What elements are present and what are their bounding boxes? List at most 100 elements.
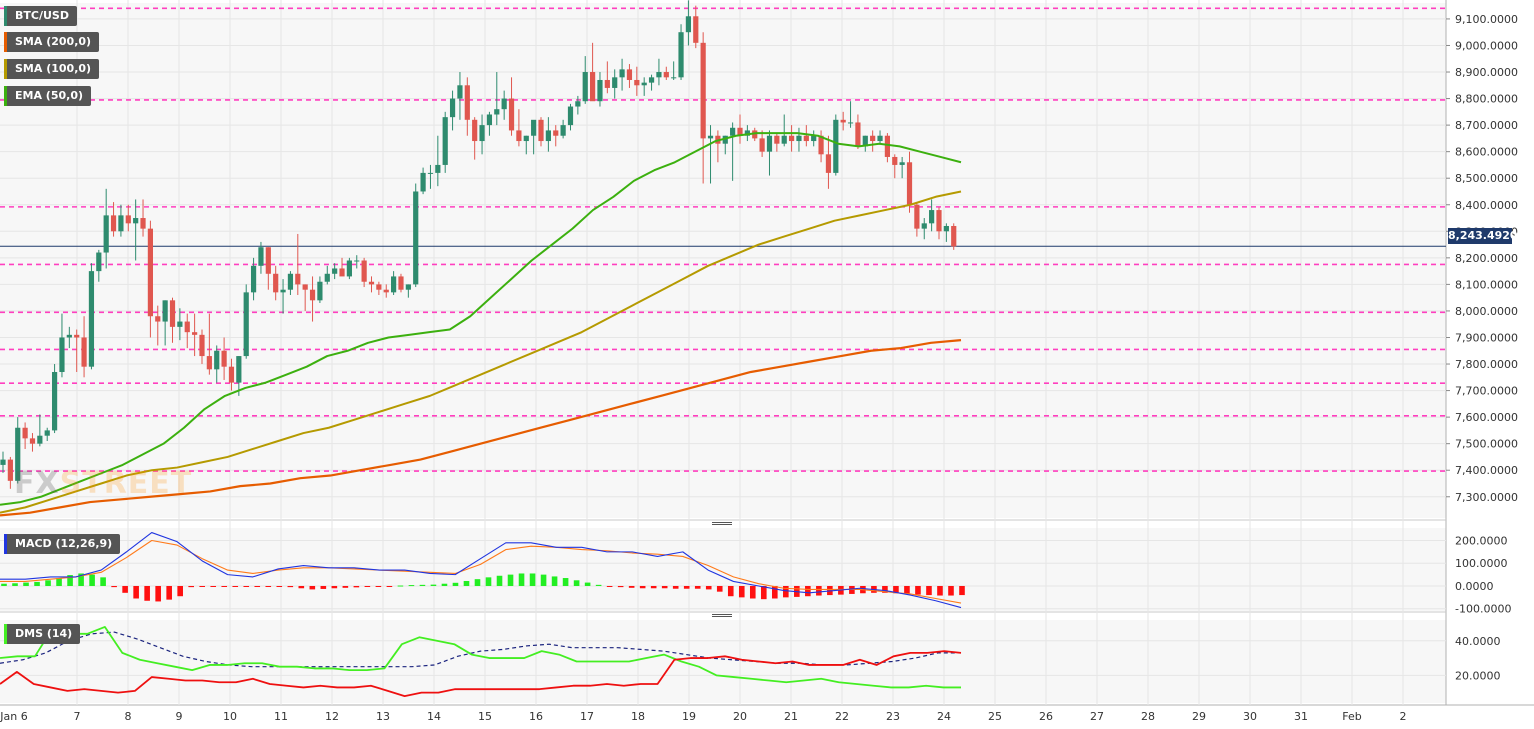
- legend-swatch: [4, 32, 7, 52]
- candle-body: [796, 135, 802, 142]
- macd-histogram-bar: [694, 585, 701, 589]
- candle-body: [273, 273, 279, 293]
- legend-macd[interactable]: MACD (12,26,9): [4, 534, 121, 554]
- x-tick-label: 22: [835, 710, 849, 723]
- legend-swatch: [4, 86, 7, 106]
- candle-body: [309, 289, 316, 301]
- candle-body: [914, 204, 920, 229]
- candle-body: [693, 16, 699, 43]
- candle-body: [774, 135, 780, 144]
- macd-histogram-bar: [628, 585, 635, 588]
- macd-histogram-bar: [287, 585, 294, 588]
- macd-histogram-bar: [441, 583, 448, 586]
- candle-body: [214, 350, 220, 370]
- y-tick-label: -100.0000: [1455, 603, 1511, 616]
- legend-ema50[interactable]: EMA (50,0): [4, 86, 91, 106]
- macd-histogram-bar: [254, 585, 261, 587]
- candle-body: [442, 117, 448, 165]
- candle-body: [383, 289, 389, 293]
- macd-histogram-bar: [805, 585, 811, 597]
- candle-body: [516, 130, 522, 142]
- macd-histogram-bar: [133, 585, 139, 599]
- macd-histogram-bar: [683, 585, 690, 589]
- candle-body: [678, 32, 684, 78]
- x-tick-label: 18: [631, 710, 645, 723]
- candle-body: [0, 459, 6, 465]
- macd-histogram-bar: [265, 585, 272, 587]
- macd-histogram-bar: [144, 585, 150, 601]
- candle-body: [376, 284, 382, 290]
- legend-swatch: [4, 624, 7, 644]
- legend-symbol-label: BTC/USD: [15, 9, 69, 22]
- panel-background: [0, 620, 1446, 703]
- y-tick-label: 9,100.0000: [1455, 13, 1518, 26]
- candle-body: [545, 130, 551, 142]
- legend-ema50-label: EMA (50,0): [15, 89, 83, 102]
- x-tick-label: 20: [733, 710, 747, 723]
- macd-histogram-bar: [309, 585, 316, 590]
- candle-body: [744, 130, 750, 136]
- macd-histogram-bar: [705, 585, 712, 590]
- candle-body: [398, 276, 404, 290]
- macd-histogram-bar: [507, 574, 514, 586]
- candle-body: [221, 350, 227, 367]
- macd-histogram-bar: [331, 585, 338, 589]
- y-tick-label: 8,700.0000: [1455, 119, 1518, 132]
- macd-histogram-bar: [397, 585, 404, 587]
- candle-body: [44, 430, 50, 436]
- candle-body: [597, 79, 603, 102]
- macd-histogram-bar: [562, 578, 569, 586]
- candle-body: [391, 276, 397, 293]
- candle-body: [811, 135, 817, 142]
- macd-histogram-bar: [408, 585, 415, 587]
- candle-body: [464, 85, 470, 120]
- legend-symbol[interactable]: BTC/USD: [4, 6, 77, 26]
- candle-body: [921, 223, 927, 229]
- candle-body: [508, 98, 515, 131]
- candle-body: [258, 247, 264, 266]
- macd-histogram-bar: [221, 585, 228, 587]
- y-tick-label: 8,200.0000: [1455, 252, 1518, 265]
- macd-histogram-bar: [298, 585, 305, 589]
- candle-body: [140, 218, 146, 229]
- fxstreet-watermark: FXSTREET: [14, 466, 193, 501]
- y-tick-label: 8,000.0000: [1455, 305, 1518, 318]
- macd-histogram-bar: [661, 585, 668, 589]
- macd-histogram-bar: [122, 585, 128, 593]
- macd-histogram-bar: [320, 585, 327, 589]
- legend-macd-label: MACD (12,26,9): [15, 537, 113, 550]
- candle-body: [840, 119, 846, 123]
- legend-dms[interactable]: DMS (14): [4, 624, 81, 644]
- legend-swatch: [4, 59, 7, 79]
- y-tick-label: 40.0000: [1455, 635, 1501, 648]
- candle-body: [612, 77, 618, 88]
- macd-histogram-bar: [573, 580, 580, 586]
- candle-body: [420, 172, 426, 192]
- legend-swatch: [4, 534, 7, 554]
- macd-histogram-bar: [199, 585, 206, 587]
- legend-sma200[interactable]: SMA (200,0): [4, 32, 100, 52]
- candle-body: [74, 334, 80, 338]
- candle-body: [663, 72, 669, 78]
- macd-histogram-bar: [639, 585, 646, 589]
- candle-body: [553, 130, 559, 136]
- macd-histogram-bar: [419, 584, 426, 586]
- legend-swatch: [4, 6, 7, 26]
- candle-body: [81, 337, 87, 367]
- macd-histogram-bar: [749, 585, 756, 599]
- legend-sma100[interactable]: SMA (100,0): [4, 59, 100, 79]
- x-tick-label: 19: [682, 710, 696, 723]
- candle-body: [766, 135, 773, 152]
- legend-dms-label: DMS (14): [15, 627, 73, 640]
- macd-histogram-bar: [34, 581, 40, 586]
- y-tick-label: 7,600.0000: [1455, 411, 1518, 424]
- candle-body: [619, 69, 625, 78]
- candle-body: [15, 427, 21, 481]
- x-tick-label: 16: [529, 710, 543, 723]
- candle-body: [501, 98, 507, 110]
- x-tick-label: 27: [1090, 710, 1104, 723]
- y-tick-label: 9,000.0000: [1455, 39, 1518, 52]
- candle-body: [110, 215, 117, 232]
- macd-histogram-bar: [849, 585, 855, 594]
- macd-histogram-bar: [166, 585, 172, 600]
